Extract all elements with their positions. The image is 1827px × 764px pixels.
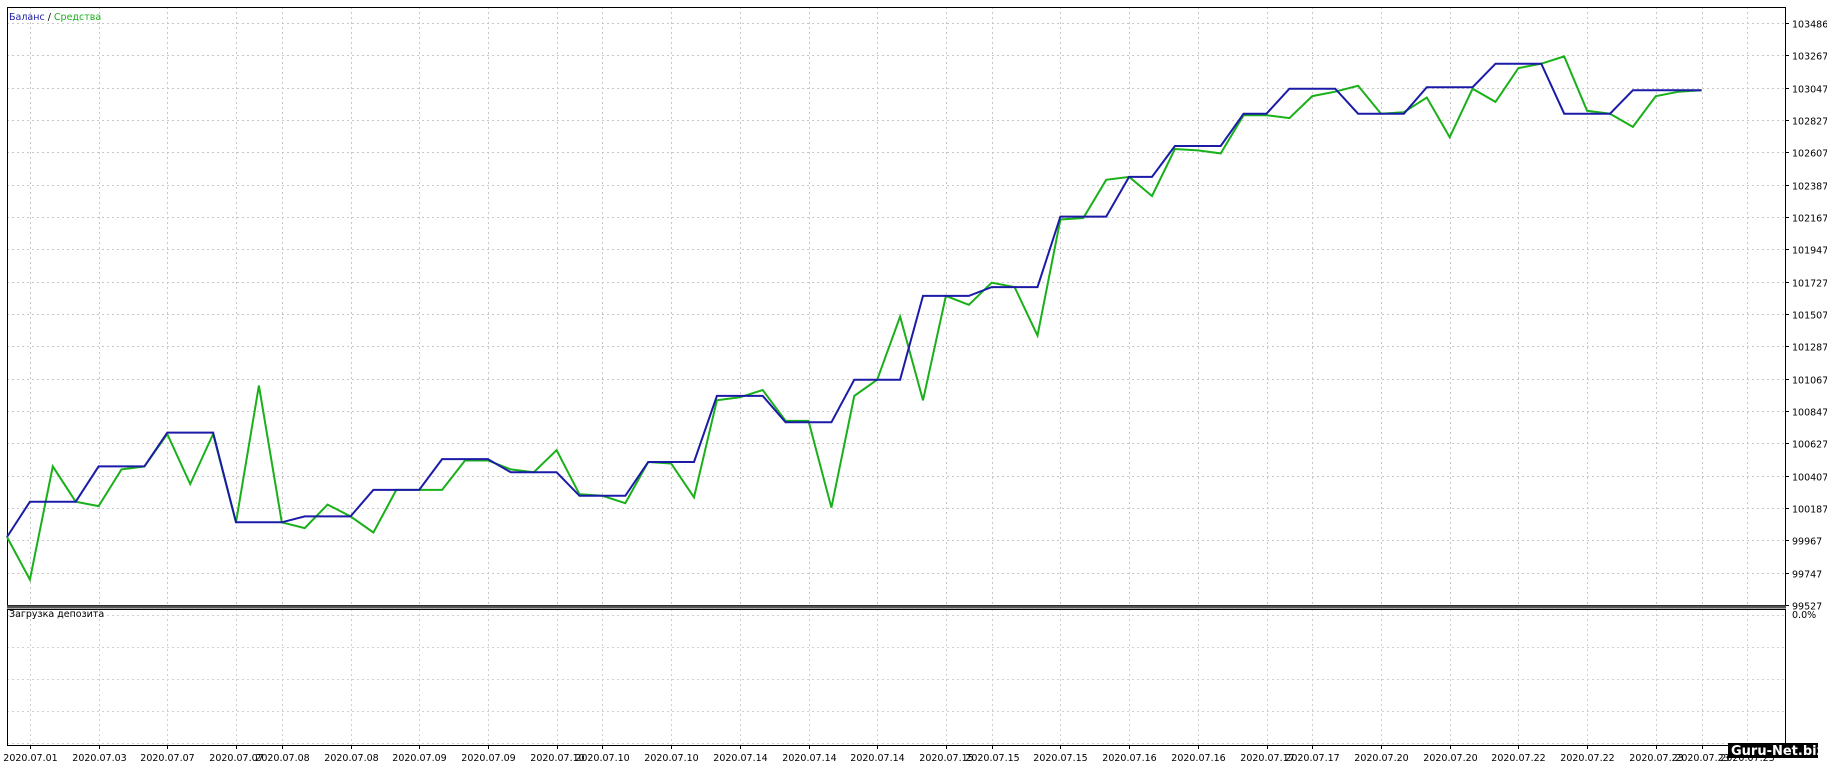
y-tick-label: 101067 [1792,376,1827,387]
legend-balance: Баланс [9,12,45,23]
x-tick-label: 2020.07.09 [461,753,515,764]
y-tick-label: 99747 [1792,570,1822,581]
legend-equity: Средства [54,12,101,23]
watermark: Guru-Net.biz [1728,743,1824,759]
series-layer [6,55,1702,583]
main-chart-grid [7,7,1785,606]
x-tick-label: 2020.07.08 [324,753,378,764]
y-tick-label: 100847 [1792,408,1827,419]
x-tick-label: 2020.07.23 [1629,753,1683,764]
x-tick-label: 2020.07.17 [1240,753,1294,764]
y-tick-label: 101287 [1792,343,1827,354]
x-tick-label: 2020.07.08 [255,753,309,764]
x-tick-label: 2020.07.03 [72,753,126,764]
y-tick-label: 99527 [1792,602,1822,613]
balance-line [6,62,1702,538]
y-tick-label: 102167 [1792,214,1827,225]
x-tick-label: 2020.07.23 [1720,753,1774,764]
x-tick-label: 2020.07.15 [1033,753,1087,764]
x-tick-label: 2020.07.09 [392,753,446,764]
chart-frames [7,7,1789,749]
x-tick-label: 2020.07.20 [1423,753,1477,764]
y-tick-label: 99967 [1792,537,1822,548]
deposit-load-title: Загрузка депозита [9,609,104,620]
y-axis-labels: 99527 99747 99967 100187 100407 100627 100847 1… [1792,20,1827,613]
deposit-y-axis-labels: 0.0% [1792,610,1816,621]
x-tick-label: 2020.07.07 [140,753,194,764]
x-tick-label: 2020.07.14 [850,753,904,764]
x-tick-label: 2020.07.10 [644,753,698,764]
y-tick-label: 103267 [1792,52,1827,63]
x-tick-label: 2020.07.15 [919,753,973,764]
equity-line [6,55,1702,583]
y-tick-label: 100187 [1792,505,1827,516]
x-tick-label: 2020.07.14 [782,753,836,764]
y-tick-label: 103486 [1792,20,1827,31]
y-tick-label: 101947 [1792,246,1827,257]
y-tick-label: 101507 [1792,311,1827,322]
y-tick-label: 102387 [1792,182,1827,193]
x-tick-label: 2020.07.23 [1675,753,1729,764]
x-tick-label: 2020.07.16 [1102,753,1156,764]
x-tick-label: 2020.07.16 [1171,753,1225,764]
legend-separator: / [45,12,54,23]
x-tick-label: 2020.07.07 [209,753,263,764]
x-axis-labels: 2020.07.01 2020.07.03 2020.07.07 2020.07.07… [3,753,1774,764]
x-tick-label: 2020.07.22 [1560,753,1614,764]
legend: Баланс / Средства [9,12,101,23]
x-tick-label: 2020.07.17 [1285,753,1339,764]
x-tick-label: 2020.07.14 [713,753,767,764]
deposit-chart-frame [7,609,1786,746]
x-tick-label: 2020.07.22 [1491,753,1545,764]
deposit-y-tick-label: 0.0% [1792,610,1816,621]
watermark-text: Guru-Net.biz [1731,744,1824,759]
y-tick-label: 101727 [1792,279,1827,290]
y-tick-label: 103047 [1792,85,1827,96]
y-tick-label: 100627 [1792,440,1827,451]
x-tick-label: 2020.07.20 [1354,753,1408,764]
y-tick-label: 102827 [1792,117,1827,128]
deposit-chart-grid [7,609,1785,745]
x-tick-label: 2020.07.10 [575,753,629,764]
y-tick-label: 102607 [1792,149,1827,160]
y-tick-label: 100407 [1792,473,1827,484]
x-tick-label: 2020.07.01 [3,753,57,764]
x-tick-label: 2020.07.15 [965,753,1019,764]
x-tick-label: 2020.07.10 [530,753,584,764]
